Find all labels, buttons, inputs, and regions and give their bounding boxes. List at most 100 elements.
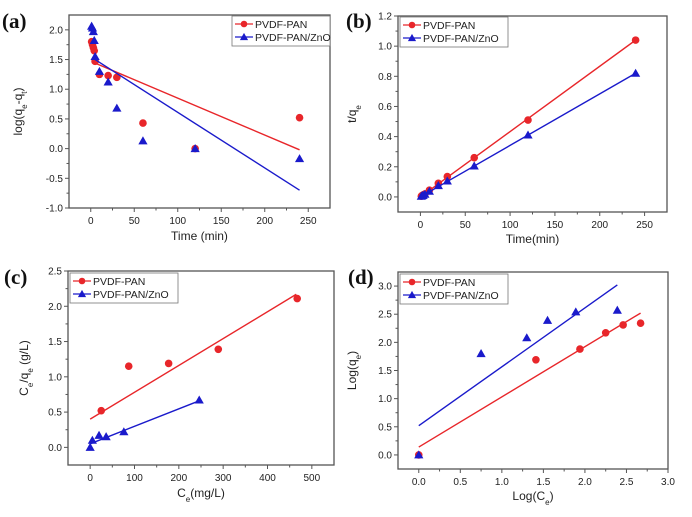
data-point <box>88 27 98 36</box>
fit-line <box>89 293 297 420</box>
legend-marker <box>239 32 249 41</box>
panel-label: (d) <box>348 265 374 289</box>
y-tick-label: 0.5 <box>378 422 392 433</box>
data-point <box>542 315 553 324</box>
data-point <box>87 435 97 444</box>
data-point <box>476 349 486 358</box>
data-point <box>631 36 640 44</box>
data-point <box>119 427 129 436</box>
legend-label: PVDF-PAN <box>423 20 475 32</box>
x-axis-title: Log(Ce) <box>512 489 553 507</box>
legend-box <box>231 15 331 47</box>
legend-label: PVDF-PAN <box>423 277 475 289</box>
data-point <box>104 71 112 80</box>
data-point <box>194 395 204 404</box>
y-tick-label: 1.0 <box>378 394 392 405</box>
x-tick-label: 200 <box>591 220 608 231</box>
series-pvdf-pan-zno <box>414 284 622 459</box>
y-tick-label: 0.2 <box>378 162 392 173</box>
data-point <box>576 345 584 353</box>
legend-marker <box>78 277 86 285</box>
data-point <box>164 359 173 368</box>
panel-label: (a) <box>2 9 27 33</box>
data-point <box>619 321 627 329</box>
fit-line <box>418 284 618 427</box>
legend-box <box>69 272 179 304</box>
x-axis-title: Time(min) <box>506 232 560 246</box>
panel-b: (b) 0 50 100 150 200 250 0.0 0.2 0.4 0.6 0.8 1.0 1.2 T… <box>345 9 668 246</box>
data-point <box>295 113 304 122</box>
data-point <box>433 181 443 190</box>
x-tick-label: 150 <box>213 216 230 227</box>
data-point <box>190 144 200 153</box>
data-point <box>94 66 105 75</box>
data-point <box>112 103 122 112</box>
data-point <box>469 161 479 170</box>
series-pvdf-pan-zno <box>87 21 305 191</box>
data-point <box>532 356 540 364</box>
x-tick-label: 0 <box>88 216 94 227</box>
x-tick-label: 100 <box>502 220 519 231</box>
data-point <box>293 294 302 303</box>
x-tick-label: 50 <box>129 216 141 227</box>
legend-label: PVDF-PAN/ZnO <box>423 33 499 45</box>
legend-box <box>399 273 509 305</box>
data-point <box>414 450 424 459</box>
x-tick-label: 400 <box>259 473 276 484</box>
fit-line <box>94 58 300 191</box>
y-tick-label: 2.0 <box>48 302 62 313</box>
data-point <box>90 51 100 61</box>
legend-marker <box>408 21 416 29</box>
y-tick-label: 2.5 <box>48 267 62 278</box>
y-axis-title: Ce/qe (g/L) <box>17 340 35 396</box>
legend-label: PVDF-PAN <box>93 276 145 288</box>
y-tick-label: 0.6 <box>378 102 392 113</box>
fit-line <box>94 62 300 151</box>
y-tick-label: -0.5 <box>46 174 64 185</box>
panel-label: (c) <box>4 265 27 289</box>
data-point <box>631 68 641 77</box>
legend-marker <box>77 289 87 298</box>
data-point <box>97 406 106 415</box>
panel-a: (a) 0 50 100 150 200 250 -1.0 -0.5 0.0 0.5 1.0 1.5 2.… <box>2 9 331 243</box>
data-point <box>87 23 98 32</box>
x-tick-label: 250 <box>636 220 653 231</box>
x-tick-label: 0 <box>418 220 424 231</box>
data-point <box>101 432 111 441</box>
panel-label: (b) <box>346 9 372 33</box>
legend-label: PVDF-PAN/ZnO <box>255 32 331 44</box>
y-tick-label: 3.0 <box>378 282 392 293</box>
data-point <box>522 333 532 342</box>
y-tick-label: 2.5 <box>378 310 392 321</box>
y-tick-label: 1.0 <box>49 85 63 96</box>
panel-c: (c) 0 100 200 300 400 500 0.0 0.5 1.0 1.5 2.0 2.5 Ce(… <box>4 265 335 504</box>
y-tick-label: 1.2 <box>378 12 392 23</box>
data-point <box>442 176 452 185</box>
legend-marker <box>240 20 248 28</box>
x-tick-label: 0.5 <box>453 477 467 488</box>
x-tick-label: 150 <box>547 220 564 231</box>
y-tick-label: 1.5 <box>378 366 392 377</box>
x-tick-label: 3.0 <box>661 477 675 488</box>
x-tick-label: 0 <box>87 473 93 484</box>
legend-marker <box>408 278 416 286</box>
x-tick-label: 0.0 <box>412 477 426 488</box>
series-pvdf-pan <box>87 37 304 153</box>
data-point <box>636 319 645 328</box>
legend-label: PVDF-PAN/ZnO <box>93 289 169 301</box>
y-tick-label: 1.0 <box>48 372 62 383</box>
data-point <box>214 345 223 354</box>
data-point <box>103 77 113 86</box>
x-tick-label: 2.5 <box>620 477 634 488</box>
data-point <box>470 153 479 162</box>
x-tick-label: 500 <box>303 473 320 484</box>
data-point <box>294 154 305 163</box>
data-point <box>612 305 622 314</box>
x-tick-label: 250 <box>300 216 317 227</box>
legend-marker <box>407 290 417 299</box>
y-tick-label: 1.0 <box>378 42 392 53</box>
x-tick-label: 200 <box>256 216 273 227</box>
y-tick-label: -1.0 <box>46 204 64 215</box>
